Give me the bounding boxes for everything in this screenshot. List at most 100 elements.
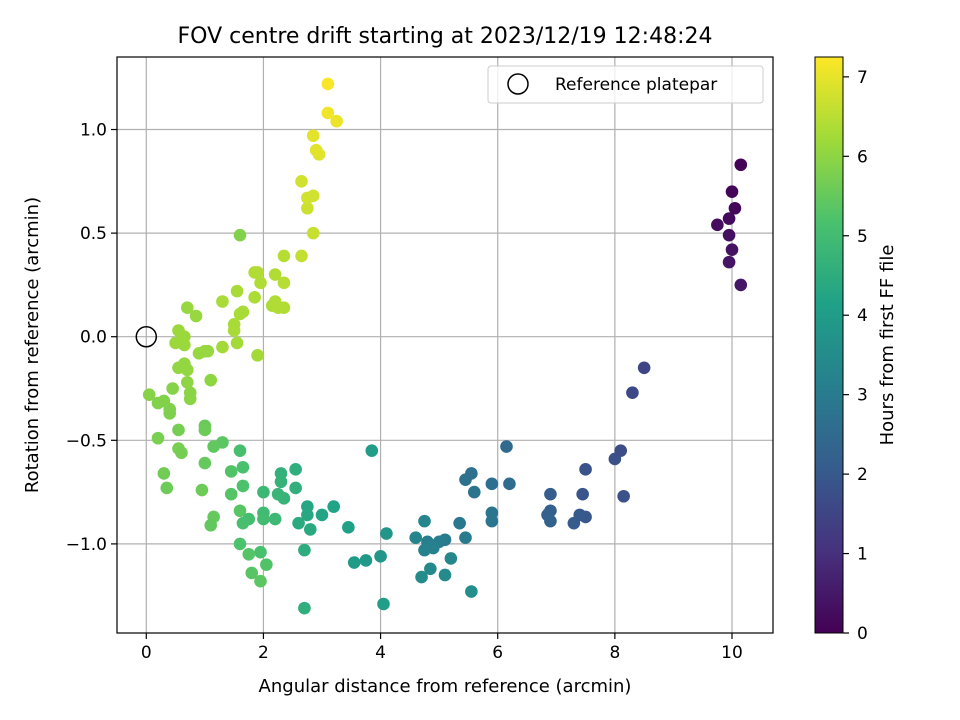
data-point — [459, 473, 472, 486]
colorbar-tick-label: 0 — [857, 624, 868, 644]
y-tick-label: 0.5 — [80, 224, 107, 244]
data-point — [424, 562, 437, 576]
data-point — [309, 143, 323, 157]
x-tick-label: 4 — [375, 643, 386, 663]
data-point — [295, 249, 308, 263]
data-point — [734, 158, 748, 172]
data-point — [268, 295, 282, 308]
data-point — [342, 521, 355, 534]
data-point — [172, 423, 185, 437]
data-point — [467, 485, 481, 499]
data-point — [227, 317, 241, 331]
x-tick-label: 8 — [609, 643, 620, 663]
colorbar-tick-label: 2 — [857, 465, 868, 485]
data-point — [230, 284, 244, 298]
data-point — [321, 77, 335, 91]
data-point — [180, 375, 194, 389]
data-point — [268, 268, 282, 281]
data-point — [180, 301, 194, 315]
data-point — [189, 309, 203, 323]
data-point — [485, 514, 499, 528]
data-point — [151, 431, 165, 445]
data-point — [728, 201, 742, 215]
data-point — [289, 463, 302, 476]
data-point — [292, 516, 305, 530]
x-tick-label: 6 — [492, 643, 503, 663]
data-point — [257, 512, 270, 526]
data-point — [151, 396, 165, 410]
x-tick-label: 10 — [721, 643, 743, 663]
data-point — [327, 500, 341, 513]
data-point — [254, 574, 267, 588]
data-point — [268, 512, 282, 526]
data-point — [277, 249, 291, 263]
data-point — [567, 516, 581, 530]
data-point — [315, 508, 329, 522]
y-tick-label: −1.0 — [66, 535, 107, 555]
colorbar-tick-label: 3 — [857, 386, 868, 406]
data-point — [201, 344, 215, 358]
data-point — [503, 477, 516, 491]
colorbar-gradient — [814, 56, 844, 634]
data-point — [380, 527, 393, 540]
data-point — [233, 228, 247, 242]
data-point — [608, 452, 622, 466]
data-point — [579, 463, 592, 476]
legend-box — [487, 65, 764, 104]
data-point — [722, 212, 736, 225]
data-point — [254, 545, 267, 559]
legend-marker-icon — [507, 73, 529, 95]
data-point — [544, 514, 557, 528]
data-point — [163, 407, 177, 420]
data-point — [298, 543, 311, 557]
legend-label: Reference platepar — [555, 75, 717, 95]
data-point — [418, 514, 431, 528]
data-point — [224, 465, 238, 478]
data-point — [245, 566, 259, 580]
plot-frame — [116, 56, 774, 634]
data-point — [298, 601, 311, 615]
data-point — [254, 276, 267, 290]
data-point — [301, 201, 314, 215]
data-point — [453, 516, 466, 530]
colorbar-tick-label: 7 — [857, 68, 868, 88]
data-points — [135, 77, 748, 615]
colorbar-ticks: 0 1 2 3 4 5 6 7 — [843, 68, 868, 644]
data-point — [277, 301, 291, 315]
data-point — [251, 266, 264, 279]
colorbar-tick-label: 5 — [857, 227, 868, 247]
data-point — [224, 487, 238, 501]
data-point — [377, 597, 390, 611]
data-point — [303, 523, 317, 536]
x-axis-ticks: 0 2 4 6 8 10 — [141, 633, 743, 663]
data-point — [260, 558, 273, 571]
data-point — [257, 485, 270, 499]
data-point — [248, 291, 261, 304]
data-point — [233, 444, 247, 457]
data-point — [725, 185, 739, 198]
data-point — [637, 361, 651, 375]
data-point — [289, 481, 302, 495]
data-point — [180, 363, 194, 377]
data-point — [465, 585, 478, 598]
legend: Reference platepar — [487, 65, 764, 104]
x-tick-label: 0 — [141, 643, 152, 663]
data-point — [233, 537, 247, 551]
data-point — [409, 531, 423, 544]
data-point — [321, 106, 335, 120]
data-point — [277, 276, 291, 290]
y-axis-label: Rotation from reference (arcmin) — [22, 197, 43, 493]
data-point — [204, 373, 218, 387]
data-point — [359, 554, 373, 567]
data-point — [242, 547, 256, 561]
data-point — [230, 336, 244, 350]
x-tick-label: 2 — [258, 643, 269, 663]
data-point — [236, 305, 250, 319]
data-point — [485, 477, 499, 491]
y-tick-label: 1.0 — [80, 121, 107, 141]
x-axis-label: Angular distance from reference (arcmin) — [259, 676, 632, 697]
data-point — [306, 226, 320, 240]
data-point — [295, 175, 308, 188]
data-point — [207, 440, 220, 453]
